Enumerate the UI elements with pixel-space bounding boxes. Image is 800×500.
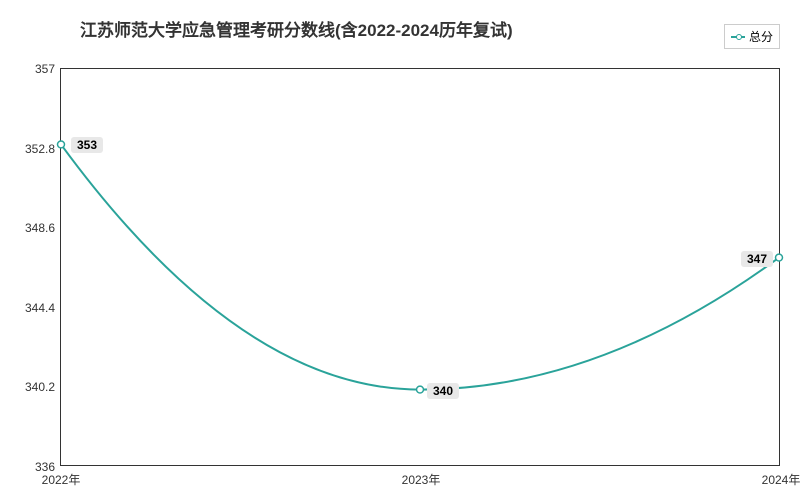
chart-title: 江苏师范大学应急管理考研分数线(含2022-2024历年复试) (80, 16, 513, 41)
x-tick-label: 2023年 (402, 471, 441, 488)
line-series-svg (61, 69, 779, 465)
series-line-icon (61, 144, 779, 389)
x-tick-label: 2022年 (42, 471, 81, 488)
data-point-marker-icon (776, 254, 783, 261)
x-tick-label: 2024年 (762, 471, 800, 488)
data-point-label: 353 (71, 137, 103, 153)
legend-label: 总分 (749, 28, 773, 45)
data-point-marker-icon (58, 141, 65, 148)
data-point-label: 340 (427, 383, 459, 399)
y-tick-label: 352.8 (25, 142, 55, 156)
chart-container: 江苏师范大学应急管理考研分数线(含2022-2024历年复试) 总分 33634… (0, 0, 800, 500)
y-tick-label: 340.2 (25, 380, 55, 394)
plot-area: 336340.2344.4348.6352.83572022年2023年2024… (60, 68, 780, 466)
data-point-label: 347 (741, 251, 773, 267)
legend: 总分 (724, 24, 780, 49)
y-tick-label: 344.4 (25, 301, 55, 315)
y-tick-label: 348.6 (25, 221, 55, 235)
y-tick-label: 357 (35, 62, 55, 76)
data-point-marker-icon (417, 386, 424, 393)
legend-marker-icon (731, 36, 745, 38)
